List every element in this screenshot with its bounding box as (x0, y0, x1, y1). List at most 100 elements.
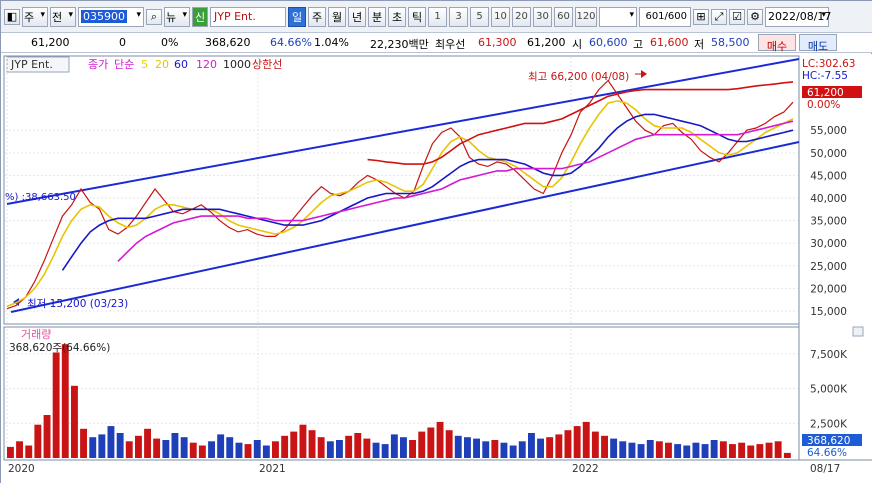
interval-30-label: 30 (536, 11, 549, 22)
best-bid: 61,200 (527, 36, 566, 49)
legend-ma-5: 5 (141, 58, 148, 71)
low-label: 저 (694, 38, 705, 51)
interval-10-label: 10 (494, 11, 507, 22)
volume-bar (226, 437, 234, 458)
interval-1[interactable]: 1 (428, 6, 447, 27)
quote-bar: 61,200 0 0% 368,620 64.66% 1.04% 22,230백… (1, 33, 872, 53)
period-month[interactable]: 월 (328, 6, 346, 27)
interval-3[interactable]: 3 (449, 6, 468, 27)
hc-label: HC:-7.55 (802, 70, 848, 82)
interval-30[interactable]: 30 (533, 6, 552, 27)
time-tick-label: 2021 (259, 463, 286, 475)
legend-ma-20: 20 (155, 58, 169, 71)
period-week[interactable]: 주 (308, 6, 326, 27)
volume-panel-collapse-icon[interactable] (852, 326, 864, 337)
volume-bar (299, 424, 307, 458)
period-type-select[interactable]: 전 (50, 6, 76, 27)
volume-value: 368,620 (205, 36, 251, 49)
volume-bar (363, 438, 371, 458)
interval-1-label: 1 (434, 11, 441, 22)
period-month-label: 월 (331, 10, 343, 24)
window-icon[interactable]: ◧ (4, 8, 20, 25)
interval-10[interactable]: 10 (491, 6, 510, 27)
interval-custom-select[interactable] (599, 6, 637, 27)
volume-last-tag: 368,620 (807, 435, 850, 447)
sell-button[interactable]: 매도 (799, 34, 837, 53)
volume-bar (116, 433, 124, 458)
volume-bar (683, 445, 691, 458)
price-tick-label: 40,000 (810, 193, 847, 205)
volume-bar (7, 446, 14, 458)
volume-bar (628, 442, 636, 458)
legend-symbol-box (6, 56, 70, 73)
checklist-icon[interactable]: ☑ (729, 8, 745, 25)
volume-bar (125, 441, 133, 458)
turnover-rate: 1.04% (314, 36, 349, 49)
volume-bar (61, 344, 69, 458)
price-tick-label: 35,000 (810, 216, 847, 228)
gear-icon[interactable]: ⚙ (747, 8, 763, 25)
period-tick[interactable]: 틱 (408, 6, 426, 27)
period-day-label: 일 (291, 10, 303, 24)
best-ask-label: 최우선 (435, 38, 466, 51)
legend-ma-1000: 1000 (223, 58, 251, 71)
time-tick-label: 2020 (8, 463, 35, 475)
volume-bar (162, 440, 170, 458)
interval-5[interactable]: 5 (470, 6, 489, 27)
chart-area[interactable]: JYP Ent. 종가 단순 5 20 60 120 1000 상한선 55,0… (1, 54, 872, 483)
series-line-ma60 (61, 113, 794, 271)
period-tick-label: 틱 (411, 10, 423, 24)
volume-bar (98, 434, 106, 458)
chart-tools-icon[interactable]: ⤢ (711, 8, 727, 25)
volume-bars (7, 344, 791, 458)
volume-bar (208, 441, 215, 458)
search-icon[interactable]: ⌕ (146, 8, 162, 25)
volume-bar (555, 434, 563, 458)
buy-button[interactable]: 매수 (758, 34, 796, 53)
data-count-input[interactable]: 601/600 (639, 6, 691, 27)
volume-tick-label: 2,500K (810, 418, 848, 430)
symbol-input[interactable]: 035900 (78, 6, 144, 27)
open-label: 시 (572, 38, 583, 51)
series-line-upper (367, 81, 794, 165)
grid-settings-icon[interactable]: ⊞ (693, 8, 709, 25)
price-volume-chart[interactable]: JYP Ent. 종가 단순 5 20 60 120 1000 상한선 55,0… (1, 54, 872, 483)
market-select[interactable]: 주 (22, 6, 48, 27)
volume-ratio: 64.66% (270, 36, 312, 49)
channel-upper-line (6, 58, 800, 205)
interval-3-label: 3 (455, 11, 462, 22)
date-value: 2022/08/17 (768, 10, 832, 23)
volume-bar (71, 385, 78, 458)
period-second[interactable]: 초 (388, 6, 406, 27)
volume-bar (217, 434, 225, 458)
volume-bar (582, 421, 590, 458)
volume-bar (409, 440, 416, 458)
volume-bar (738, 442, 746, 458)
volume-bar (729, 444, 736, 458)
interval-20[interactable]: 20 (512, 6, 531, 27)
interval-60[interactable]: 60 (554, 6, 573, 27)
news-button[interactable]: 뉴 (164, 6, 190, 27)
volume-bar (473, 438, 480, 458)
period-minute[interactable]: 분 (368, 6, 386, 27)
price-change-pct: 0% (161, 36, 179, 49)
volume-bar (281, 435, 289, 458)
last-price-tag: 61,200 (807, 87, 844, 99)
period-year[interactable]: 년 (348, 6, 366, 27)
interval-120[interactable]: 120 (575, 6, 597, 27)
volume-bar (591, 431, 599, 458)
stock-name[interactable]: JYP Ent. (210, 6, 286, 27)
volume-bar (381, 444, 389, 458)
volume-bar (345, 435, 353, 458)
legend-ma-type: 단순 (114, 58, 134, 71)
volume-title: 거래량 (21, 328, 51, 341)
period-day[interactable]: 일 (288, 6, 306, 27)
volume-bar (427, 427, 435, 458)
credit-badge[interactable]: 신 (192, 6, 208, 27)
date-select[interactable]: 2022/08/17 (765, 6, 832, 27)
last-price-tag-bg (802, 86, 862, 98)
volume-bar (445, 430, 453, 458)
volume-bar (52, 352, 60, 458)
volume-bar (189, 442, 197, 458)
sell-label: 매도 (807, 40, 829, 53)
